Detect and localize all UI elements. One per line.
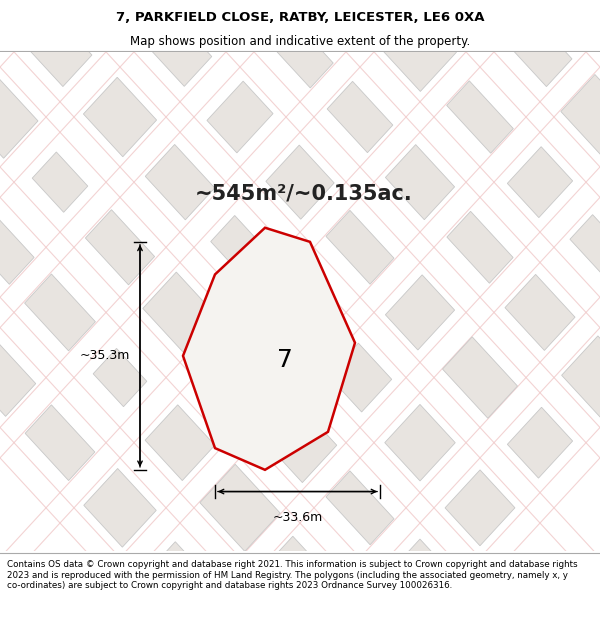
Polygon shape (93, 348, 147, 407)
Polygon shape (505, 274, 575, 351)
Text: 7: 7 (277, 348, 293, 372)
Polygon shape (28, 18, 92, 86)
Polygon shape (0, 339, 36, 416)
Text: ~35.3m: ~35.3m (80, 349, 130, 362)
Polygon shape (266, 536, 334, 610)
Polygon shape (447, 211, 513, 283)
Polygon shape (266, 145, 334, 219)
Polygon shape (263, 402, 337, 482)
Polygon shape (85, 210, 155, 285)
Polygon shape (383, 12, 457, 91)
Polygon shape (389, 539, 451, 607)
Polygon shape (445, 470, 515, 546)
Polygon shape (508, 17, 572, 87)
Polygon shape (269, 279, 331, 346)
Polygon shape (328, 343, 392, 412)
Polygon shape (508, 147, 572, 218)
Text: ~545m²/~0.135ac.: ~545m²/~0.135ac. (195, 183, 413, 203)
Polygon shape (0, 210, 34, 284)
Polygon shape (211, 216, 269, 279)
Polygon shape (143, 272, 217, 352)
Polygon shape (326, 211, 394, 284)
Polygon shape (145, 405, 215, 481)
Text: 7, PARKFIELD CLOSE, RATBY, LEICESTER, LE6 0XA: 7, PARKFIELD CLOSE, RATBY, LEICESTER, LE… (116, 11, 484, 24)
Polygon shape (443, 337, 517, 418)
Polygon shape (32, 152, 88, 213)
Polygon shape (200, 464, 280, 551)
Polygon shape (570, 214, 600, 280)
Polygon shape (562, 336, 600, 419)
Polygon shape (326, 471, 394, 545)
Polygon shape (183, 228, 355, 470)
Polygon shape (0, 76, 38, 158)
Polygon shape (25, 405, 95, 481)
Polygon shape (385, 275, 455, 350)
Polygon shape (327, 81, 393, 152)
Polygon shape (151, 542, 209, 604)
Polygon shape (385, 404, 455, 481)
Text: ~33.6m: ~33.6m (272, 511, 323, 524)
Polygon shape (561, 74, 600, 159)
Polygon shape (83, 78, 157, 157)
Polygon shape (205, 340, 275, 416)
Polygon shape (148, 18, 212, 86)
Polygon shape (446, 81, 514, 153)
Text: Contains OS data © Crown copyright and database right 2021. This information is : Contains OS data © Crown copyright and d… (7, 560, 578, 590)
Polygon shape (385, 144, 455, 220)
Polygon shape (25, 274, 95, 351)
Polygon shape (508, 408, 572, 478)
Text: Map shows position and indicative extent of the property.: Map shows position and indicative extent… (130, 35, 470, 48)
Polygon shape (267, 16, 333, 88)
Polygon shape (84, 469, 156, 547)
Polygon shape (145, 144, 215, 220)
Polygon shape (207, 81, 273, 153)
